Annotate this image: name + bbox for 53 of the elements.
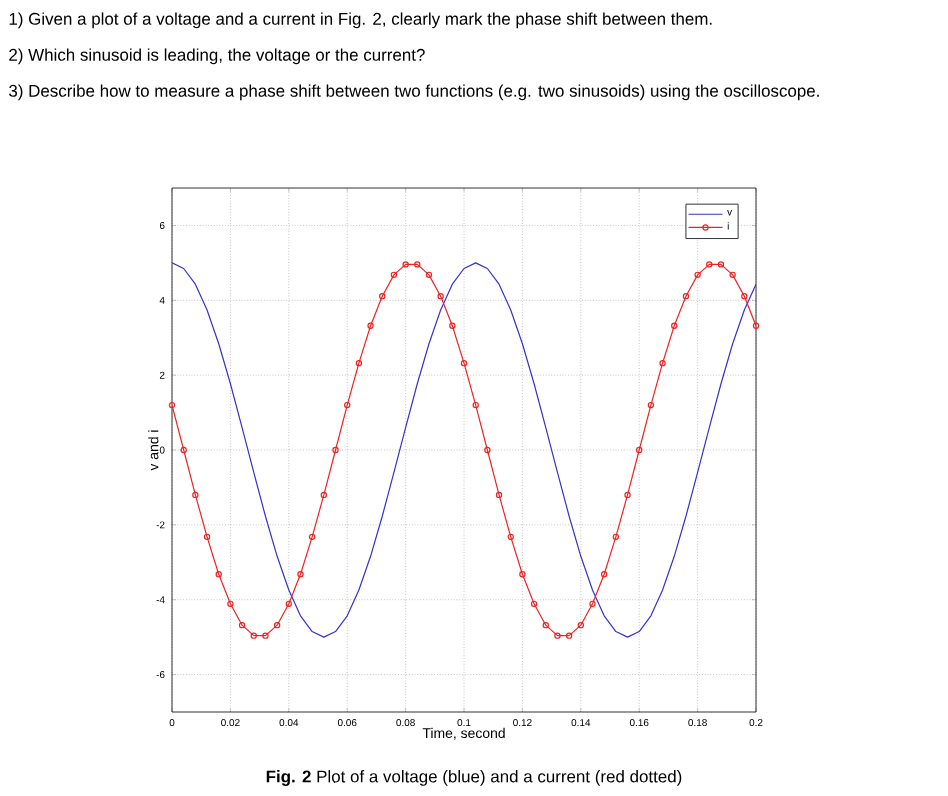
text: 2) Which sinusoid is leading, the voltage or the current? [9,48,425,65]
point [238,621,246,629]
point [425,271,433,279]
point [519,571,526,578]
text: 1) Given a plot of a voltage and a current in Fig. 2, clearly mark the phase shift between them. [9,12,712,29]
point [402,261,409,268]
point [203,533,211,541]
point [414,261,421,268]
point [344,401,351,409]
point [262,632,269,639]
point [741,292,748,300]
point [577,621,585,629]
point [600,571,608,578]
point [460,359,468,367]
point [589,600,596,608]
point [729,271,736,279]
point [449,322,456,329]
text: 3) Describe how to measure a phase shift between two functions (e.g. two sinusoids) using the oscilloscope. [9,84,819,101]
point [565,632,573,639]
point [297,571,304,578]
point [612,533,620,541]
point [250,632,257,639]
point [320,491,328,499]
point [332,446,339,454]
point [682,292,690,300]
point [285,600,292,608]
point [530,600,538,608]
point [717,261,725,268]
point [647,401,655,409]
point [507,533,514,541]
text: Fig. 2 Plot of a voltage (blue) and a current (red dotted) [266,770,682,786]
point [472,401,479,409]
point [215,571,222,578]
point [554,632,561,639]
point [227,600,234,608]
point [390,271,398,279]
point [671,322,678,329]
point [355,359,363,367]
point [636,446,643,454]
point [379,292,386,300]
point [495,491,503,499]
point [192,491,199,499]
point [706,261,713,268]
point [367,322,374,329]
point [437,292,444,300]
point [180,446,187,454]
point [308,533,316,541]
point [484,446,491,454]
point [273,621,281,629]
point [542,621,549,629]
point [659,359,666,367]
point [694,271,701,279]
point [624,491,631,499]
